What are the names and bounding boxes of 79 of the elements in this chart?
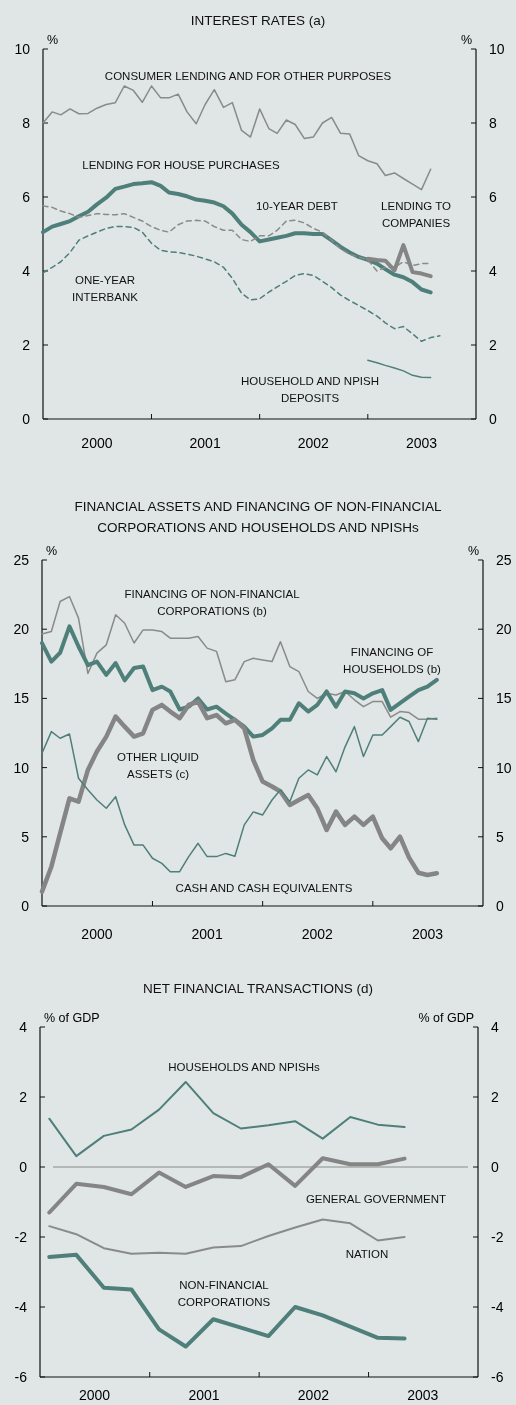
y2-tick-label: 0 xyxy=(496,898,504,914)
x-tick-label: 2003 xyxy=(405,435,438,451)
y2-tick-label: 8 xyxy=(489,115,497,131)
y2-tick-label: 2 xyxy=(491,1089,499,1105)
line-series xyxy=(42,225,441,343)
series-label: OTHER LIQUID ASSETS (c) xyxy=(117,751,199,780)
y-axis-title: % of GDP xyxy=(44,1011,100,1025)
y-tick-label: 4 xyxy=(22,263,31,279)
y2-tick-label: 10 xyxy=(489,41,505,57)
line-series xyxy=(48,1080,406,1158)
chart-title: INTEREST RATES (a) xyxy=(190,13,326,28)
x-tick-label: 2000 xyxy=(81,435,113,451)
line-series xyxy=(39,699,440,894)
y-tick-label: 6 xyxy=(22,189,31,205)
x-tick-label: 2001 xyxy=(189,435,221,451)
y-axis-title: % xyxy=(47,33,59,47)
y-tick-label: 8 xyxy=(22,115,31,131)
chart-title: FINANCIAL ASSETS AND FINANCING OF NON-FINANCIAL CORPORATIONS AND HOUSEHOLDS AND NPISHs xyxy=(74,499,443,535)
y-tick-label: -4 xyxy=(14,1299,28,1315)
y-tick-label: 20 xyxy=(13,621,30,638)
series-label: FINANCING OF HOUSEHOLDS (b) xyxy=(343,646,442,675)
line-series xyxy=(367,359,432,379)
y2-axis-title: % xyxy=(460,33,472,47)
y2-tick-label: 4 xyxy=(491,1019,499,1035)
y-tick-label: 0 xyxy=(19,1159,28,1175)
y-tick-label: 10 xyxy=(13,759,30,776)
x-tick-label: 2003 xyxy=(411,926,444,942)
x-tick-label: 2003 xyxy=(407,1387,439,1403)
y2-tick-label: -2 xyxy=(491,1229,504,1245)
y-tick-label: 2 xyxy=(19,1089,28,1105)
line-series xyxy=(40,624,439,739)
y-tick-label: 0 xyxy=(22,411,31,427)
x-tick-label: 2002 xyxy=(301,926,334,942)
y2-tick-label: 5 xyxy=(496,828,504,845)
y-tick-label: -2 xyxy=(14,1229,28,1245)
line-series xyxy=(41,716,438,873)
y2-tick-label: 10 xyxy=(496,759,512,776)
y-tick-label: 0 xyxy=(21,898,30,914)
y2-tick-label: -4 xyxy=(491,1299,504,1315)
y2-tick-label: 2 xyxy=(489,337,497,353)
x-tick-label: 2002 xyxy=(297,435,330,451)
y2-tick-label: 25 xyxy=(496,552,512,568)
x-tick-label: 2000 xyxy=(78,1387,111,1403)
y2-tick-label: 0 xyxy=(489,411,497,427)
series-label: CASH AND CASH EQUIVALENTS xyxy=(175,882,353,894)
x-tick-label: 2002 xyxy=(297,1387,330,1403)
series-label: GENERAL GOVERNMENT xyxy=(305,1193,447,1205)
text: LENDING TO COMPANIES xyxy=(381,200,451,229)
y-tick-label: 25 xyxy=(13,552,30,568)
y-axis-title: % xyxy=(46,544,58,558)
y-tick-label: 2 xyxy=(22,337,31,353)
series-label: FINANCING OF NON-FINANCIAL CORPORATIONS (b) xyxy=(124,588,301,617)
y-tick-label: 4 xyxy=(19,1019,28,1035)
x-tick-label: 2000 xyxy=(81,926,113,942)
y-tick-label: 10 xyxy=(14,41,31,57)
y-tick-label: 15 xyxy=(13,690,30,707)
y2-tick-label: 20 xyxy=(496,621,512,638)
y2-tick-label: 15 xyxy=(496,690,512,707)
series-label: NATION xyxy=(345,1248,389,1260)
y2-tick-label: -6 xyxy=(491,1369,504,1385)
y2-tick-label: 6 xyxy=(489,189,497,205)
y2-tick-label: 0 xyxy=(491,1159,499,1175)
series-label: CONSUMER LENDING AND FOR OTHER PURPOSES xyxy=(104,70,392,82)
y2-tick-label: 4 xyxy=(489,263,497,279)
text: LENDING FOR HOUSE PURCHASES xyxy=(82,159,281,171)
y-tick-label: 5 xyxy=(21,828,30,845)
y2-axis-title: % of GDP xyxy=(418,1011,474,1025)
chart-title: NET FINANCIAL TRANSACTIONS (d) xyxy=(142,981,374,996)
y-tick-label: -6 xyxy=(14,1369,28,1385)
line-series xyxy=(47,1252,407,1349)
series-label: HOUSEHOLD AND NPISH DEPOSITS xyxy=(240,375,380,404)
x-tick-label: 2001 xyxy=(188,1387,220,1403)
line-series xyxy=(42,85,432,191)
x-tick-label: 2001 xyxy=(191,926,223,942)
series-label: ONE-YEAR INTERBANK xyxy=(72,274,139,303)
series-label: HOUSEHOLDS AND NPISHs xyxy=(168,1061,320,1073)
series-label: 10-YEAR DEBT xyxy=(256,200,338,212)
series-label: NON-FINANCIAL CORPORATIONS xyxy=(177,1279,271,1308)
y2-axis-title: % xyxy=(467,544,479,558)
